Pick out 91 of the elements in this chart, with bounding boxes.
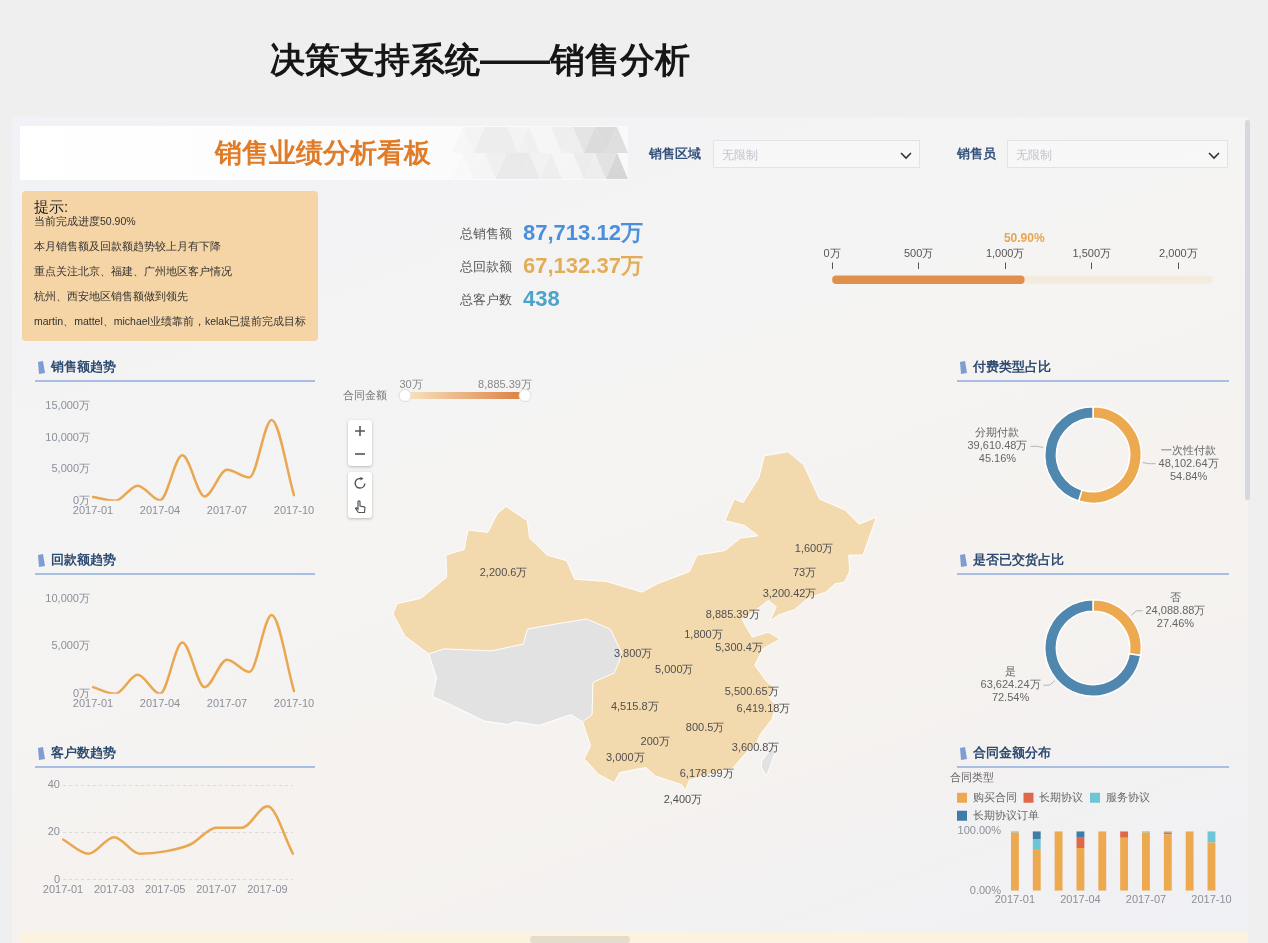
x-tick-label: 2017-04	[139, 504, 181, 517]
x-tick-label: 2017-01	[72, 504, 114, 517]
text: 3,200.42万	[762, 586, 817, 600]
chart-title: 客户数趋势	[51, 745, 116, 761]
text: 6,178.99万	[679, 766, 734, 780]
text: 8,885.39万	[705, 607, 760, 621]
text: martin、mattel、michael业绩靠前，kelak已提前完成目标	[34, 314, 307, 328]
x-tick-label: 2017-04	[139, 697, 181, 710]
y-tick-label: 0.00%	[969, 883, 1002, 896]
legend-label: 长期协议	[1039, 790, 1083, 803]
text: 当前完成进度50.90%	[34, 214, 136, 228]
x-tick-label: 2017-05	[145, 883, 186, 896]
text: 800.5万	[685, 720, 725, 734]
y-tick-label: 5,000万	[51, 462, 90, 475]
text: 8,885.39万	[478, 377, 532, 391]
text: 200万	[640, 734, 670, 748]
slice-label: 是	[1005, 665, 1017, 678]
text: 438	[523, 285, 560, 313]
text: 总销售额	[460, 226, 512, 241]
x-tick-label: 2,000万	[1159, 246, 1198, 259]
y-tick-label: 0	[53, 872, 60, 885]
text: 本月销售额及回款额趋势较上月有下降	[34, 239, 221, 253]
y-tick-label: 5,000万	[51, 639, 90, 652]
y-tick-label: 10,000万	[45, 592, 90, 605]
text: 87,713.12万	[523, 219, 643, 247]
legend-label: 服务协议	[1105, 790, 1150, 803]
text: 重点关注北京、福建、广州地区客户情况	[34, 264, 232, 278]
y-tick-label: 15,000万	[45, 399, 90, 412]
data-label: 63,624.24万 72.54%	[980, 678, 1041, 704]
x-tick-label: 2017-04	[1060, 893, 1101, 906]
chart-title: 付费类型占比	[973, 359, 1051, 375]
data-label: 48,102.64万 54.84%	[1158, 456, 1219, 482]
chart-title: 是否已交货占比	[973, 552, 1064, 568]
x-tick-label: 0万	[823, 246, 841, 259]
x-tick-label: 500万	[903, 246, 934, 259]
data-label: 39,610.48万 45.16%	[967, 439, 1028, 465]
x-tick-label: 1,000万	[985, 246, 1025, 259]
text: 总回款额	[460, 259, 512, 274]
y-tick-label: 0万	[72, 686, 90, 699]
text: 5,300.4万	[715, 640, 763, 654]
text: 4,515.8万	[610, 699, 659, 713]
slice-label: 否	[1169, 590, 1181, 603]
text: 5,000万	[654, 662, 694, 676]
x-tick-label: 2017-07	[206, 697, 248, 710]
text: 提示:	[34, 198, 69, 216]
x-tick-label: 2017-07	[196, 883, 237, 896]
x-tick-label: 2017-03	[93, 883, 135, 896]
text: 销售区域	[649, 146, 701, 162]
text: 73万	[792, 565, 817, 579]
x-tick-label: 2017-10	[273, 697, 315, 710]
x-tick-label: 2017-07	[1125, 893, 1167, 906]
x-tick-label: 2017-01	[72, 697, 114, 710]
text: 67,132.37万	[523, 252, 643, 280]
chart-title: 回款额趋势	[51, 552, 116, 568]
text: 3,800万	[613, 646, 653, 660]
chart-title: 合同金额分布	[973, 745, 1051, 761]
data-label: 24,088.88万 27.46%	[1145, 603, 1206, 629]
x-tick-label: 1,500万	[1072, 246, 1112, 259]
text: 杭州、西安地区销售额做到领先	[34, 289, 188, 303]
x-tick-label: 2017-01	[994, 893, 1036, 906]
text: 1,600万	[794, 541, 834, 555]
text: 1,800万	[684, 627, 723, 641]
x-tick-label: 2017-09	[247, 883, 288, 896]
text: 50.90%	[1003, 231, 1045, 246]
text: 销售业绩分析看板	[215, 138, 431, 168]
y-tick-label: 100.00%	[957, 824, 1002, 837]
y-tick-label: 10,000万	[45, 430, 90, 443]
chart-title: 销售额趋势	[51, 359, 116, 375]
slice-label: 分期付款	[975, 426, 1020, 439]
text: 决策支持系统——销售分析	[270, 39, 690, 81]
text: 5,500.65万	[724, 684, 779, 698]
text: 3,600.8万	[731, 740, 780, 754]
y-tick-label: 40	[47, 778, 60, 791]
text: 总客户数	[460, 292, 512, 307]
x-tick-label: 2017-10	[1191, 893, 1232, 906]
legend-label: 购买合同	[972, 790, 1017, 803]
text: 3,000万	[605, 750, 645, 764]
y-tick-label: 0万	[72, 493, 90, 506]
text: 合同金额	[343, 388, 387, 402]
x-tick-label: 2017-10	[273, 504, 315, 517]
text: 30万	[399, 377, 423, 391]
text: 销售员	[957, 146, 996, 162]
text: 2,400万	[663, 792, 703, 806]
text: 2,200.6万	[479, 565, 528, 579]
x-tick-label: 2017-01	[42, 883, 84, 896]
legend-title: 合同类型	[950, 770, 994, 783]
y-tick-label: 20	[47, 825, 60, 838]
text: 6,419.18万	[736, 701, 791, 715]
slice-label: 一次性付款	[1161, 443, 1217, 456]
legend-label: 长期协议订单	[972, 808, 1039, 821]
x-tick-label: 2017-07	[206, 504, 248, 517]
